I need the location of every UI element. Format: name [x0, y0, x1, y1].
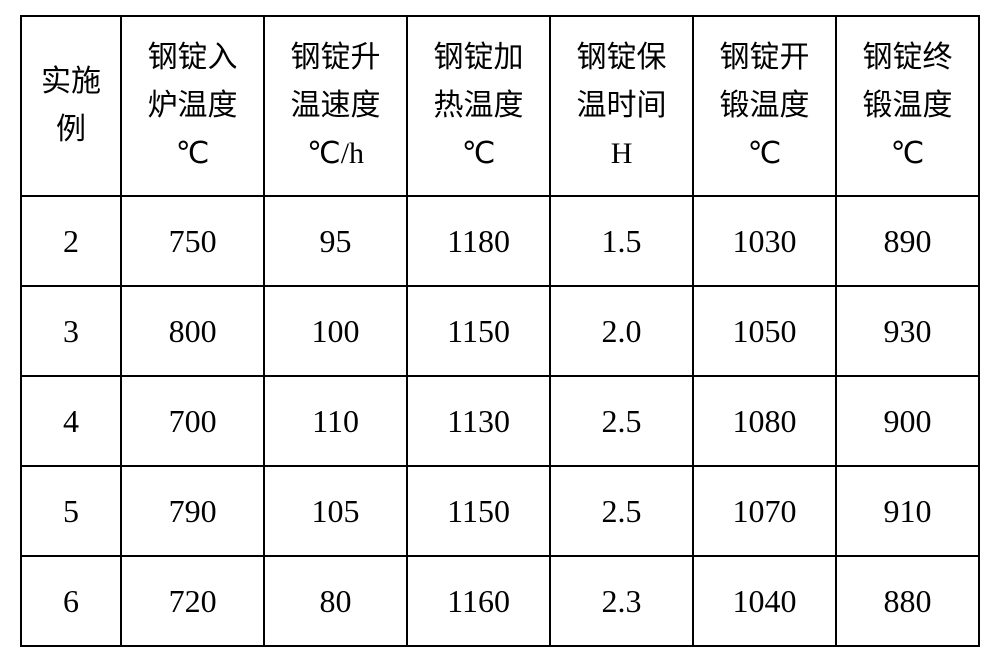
header-line: 钢锭保	[577, 34, 667, 82]
table-header: 实施 例 钢锭入 炉温度 ℃ 钢锭升 温速度 ℃/h	[21, 16, 979, 196]
header-text-0: 实施 例	[26, 25, 116, 187]
header-line: ℃	[176, 130, 210, 178]
header-text-2: 钢锭升 温速度 ℃/h	[269, 25, 402, 187]
table-body: 2 750 95 1180 1.5 1030 890 3 800 100 115…	[21, 196, 979, 646]
table-container: 实施 例 钢锭入 炉温度 ℃ 钢锭升 温速度 ℃/h	[20, 15, 980, 647]
data-table: 实施 例 钢锭入 炉温度 ℃ 钢锭升 温速度 ℃/h	[20, 15, 980, 647]
header-text-1: 钢锭入 炉温度 ℃	[126, 25, 259, 187]
header-line: ℃	[748, 130, 782, 178]
cell: 1150	[407, 286, 550, 376]
cell: 1050	[693, 286, 836, 376]
header-line: 温时间	[577, 82, 667, 130]
cell: 1130	[407, 376, 550, 466]
cell: 1040	[693, 556, 836, 646]
header-text-6: 钢锭终 锻温度 ℃	[841, 25, 974, 187]
cell: 3	[21, 286, 121, 376]
cell: 2.5	[550, 376, 693, 466]
cell: 900	[836, 376, 979, 466]
header-cell-5: 钢锭开 锻温度 ℃	[693, 16, 836, 196]
cell: 2.3	[550, 556, 693, 646]
cell: 1150	[407, 466, 550, 556]
table-row: 6 720 80 1160 2.3 1040 880	[21, 556, 979, 646]
header-line: 钢锭开	[720, 34, 810, 82]
header-text-4: 钢锭保 温时间 H	[555, 25, 688, 187]
header-line: 炉温度	[148, 82, 238, 130]
cell: 720	[121, 556, 264, 646]
cell: 1160	[407, 556, 550, 646]
cell: 880	[836, 556, 979, 646]
header-cell-6: 钢锭终 锻温度 ℃	[836, 16, 979, 196]
cell: 700	[121, 376, 264, 466]
header-cell-1: 钢锭入 炉温度 ℃	[121, 16, 264, 196]
table-row: 3 800 100 1150 2.0 1050 930	[21, 286, 979, 376]
cell: 1180	[407, 196, 550, 286]
header-line: 钢锭入	[148, 34, 238, 82]
header-cell-0: 实施 例	[21, 16, 121, 196]
header-cell-4: 钢锭保 温时间 H	[550, 16, 693, 196]
table-row: 2 750 95 1180 1.5 1030 890	[21, 196, 979, 286]
cell: 100	[264, 286, 407, 376]
header-row: 实施 例 钢锭入 炉温度 ℃ 钢锭升 温速度 ℃/h	[21, 16, 979, 196]
header-text-5: 钢锭开 锻温度 ℃	[698, 25, 831, 187]
cell: 5	[21, 466, 121, 556]
header-line: 锻温度	[863, 82, 953, 130]
header-line: 实施	[41, 58, 101, 106]
cell: 95	[264, 196, 407, 286]
header-cell-2: 钢锭升 温速度 ℃/h	[264, 16, 407, 196]
header-line: 钢锭终	[863, 34, 953, 82]
cell: 80	[264, 556, 407, 646]
cell: 910	[836, 466, 979, 556]
cell: 1080	[693, 376, 836, 466]
cell: 1030	[693, 196, 836, 286]
cell: 2.0	[550, 286, 693, 376]
header-line: 热温度	[434, 82, 524, 130]
cell: 750	[121, 196, 264, 286]
cell: 930	[836, 286, 979, 376]
cell: 110	[264, 376, 407, 466]
cell: 2.5	[550, 466, 693, 556]
cell: 1.5	[550, 196, 693, 286]
cell: 105	[264, 466, 407, 556]
header-line: 钢锭加	[434, 34, 524, 82]
table-row: 4 700 110 1130 2.5 1080 900	[21, 376, 979, 466]
cell: 1070	[693, 466, 836, 556]
header-line: ℃	[891, 130, 925, 178]
header-cell-3: 钢锭加 热温度 ℃	[407, 16, 550, 196]
cell: 800	[121, 286, 264, 376]
header-line: ℃	[462, 130, 496, 178]
table-row: 5 790 105 1150 2.5 1070 910	[21, 466, 979, 556]
cell: 4	[21, 376, 121, 466]
header-line: 钢锭升	[291, 34, 381, 82]
header-line: H	[611, 130, 633, 178]
cell: 790	[121, 466, 264, 556]
cell: 2	[21, 196, 121, 286]
header-line: 锻温度	[720, 82, 810, 130]
cell: 890	[836, 196, 979, 286]
header-line: ℃/h	[307, 130, 364, 178]
cell: 6	[21, 556, 121, 646]
header-text-3: 钢锭加 热温度 ℃	[412, 25, 545, 187]
header-line: 温速度	[291, 82, 381, 130]
header-line: 例	[56, 106, 86, 154]
